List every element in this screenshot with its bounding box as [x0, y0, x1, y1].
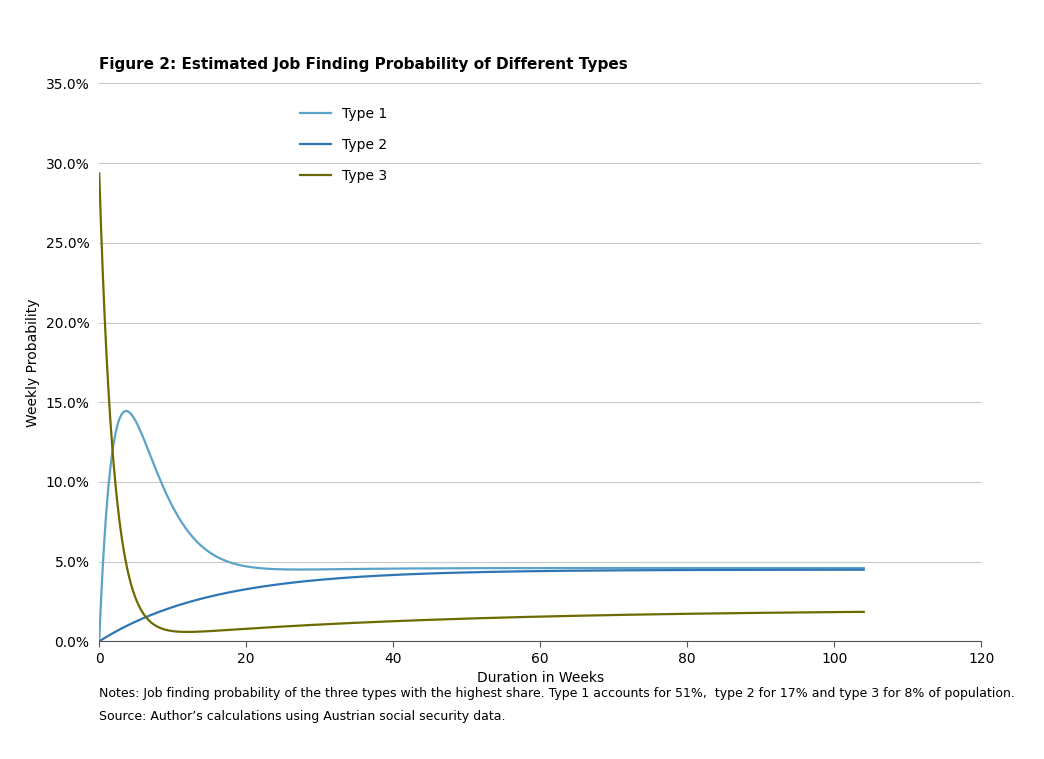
- Type 2: [857, 565, 870, 575]
- Type 2: [467, 568, 479, 577]
- Type 2: [672, 565, 685, 575]
- Type 3: [673, 609, 686, 619]
- Type 2: [760, 565, 773, 575]
- Type 3: [783, 608, 796, 617]
- Type 1: [761, 563, 774, 572]
- X-axis label: Duration in Weeks: Duration in Weeks: [477, 671, 603, 685]
- Type 3: [857, 607, 870, 616]
- Type 2: [99, 633, 112, 642]
- Type 2: [574, 566, 587, 575]
- Y-axis label: Weekly Probability: Weekly Probability: [26, 298, 40, 427]
- Type 1: [783, 563, 796, 572]
- Type 1: [468, 564, 480, 573]
- Type 1: [93, 635, 105, 644]
- Type 2: [782, 565, 794, 575]
- Type 3: [99, 326, 112, 335]
- Type 3: [468, 614, 480, 623]
- Type 3: [93, 169, 105, 178]
- Type 1: [673, 563, 686, 572]
- Type 3: [575, 611, 588, 620]
- Type 3: [181, 628, 193, 637]
- Line: Type 3: Type 3: [99, 174, 863, 632]
- Legend: Type 1, Type 2, Type 3: Type 1, Type 2, Type 3: [301, 107, 387, 182]
- Text: Source: Author’s calculations using Austrian social security data.: Source: Author’s calculations using Aust…: [99, 710, 505, 723]
- Type 1: [575, 563, 588, 572]
- Line: Type 1: Type 1: [99, 411, 863, 640]
- Text: Notes: Job finding probability of the three types with the highest share. Type 1: Notes: Job finding probability of the th…: [99, 687, 1015, 700]
- Type 1: [120, 406, 133, 415]
- Line: Type 2: Type 2: [99, 570, 863, 641]
- Type 2: [93, 637, 105, 646]
- Text: Figure 2: Estimated Job Finding Probability of Different Types: Figure 2: Estimated Job Finding Probabil…: [99, 57, 627, 72]
- Type 1: [857, 563, 870, 572]
- Type 1: [99, 521, 112, 531]
- Type 3: [761, 608, 774, 617]
